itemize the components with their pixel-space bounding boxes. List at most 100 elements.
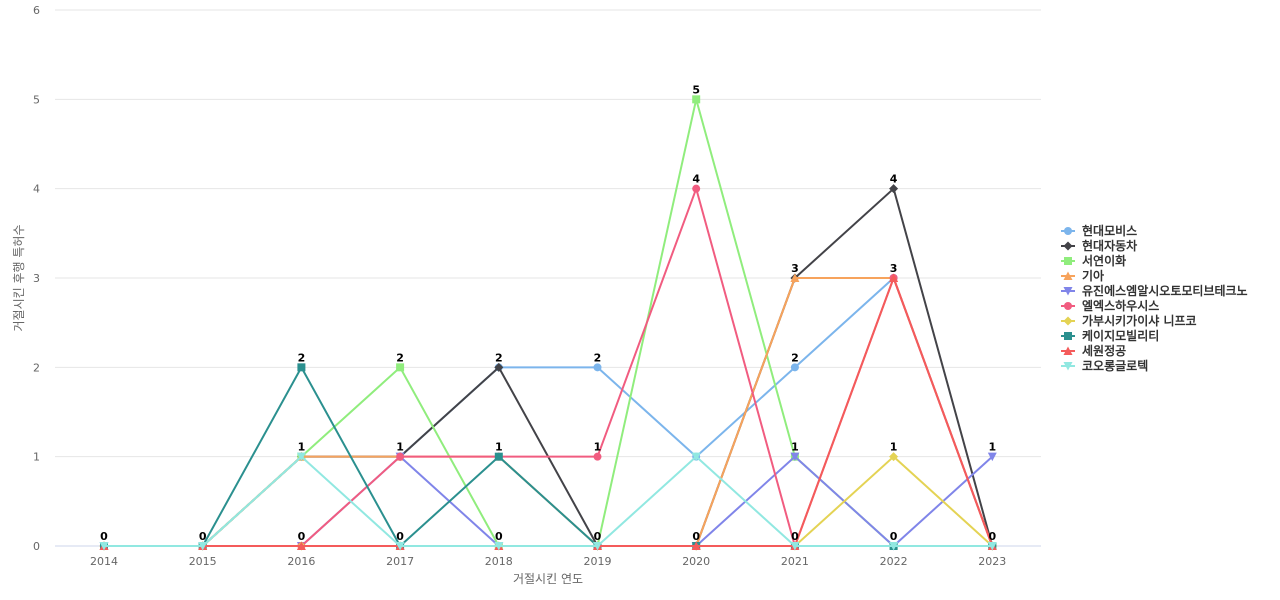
data-label: 4 [692,173,700,186]
x-tick-label: 2015 [189,555,217,568]
legend-label: 세원정공 [1082,343,1126,358]
legend-label: 엘엑스하우시스 [1082,298,1159,313]
data-label: 0 [988,530,996,543]
data-point [99,542,109,551]
data-point [395,542,405,551]
y-tick-label: 0 [33,540,40,553]
legend-marker [1063,241,1073,251]
legend-item[interactable]: 세원정공 [1061,343,1126,358]
data-label: 0 [791,530,799,543]
data-point [889,273,899,282]
data-point [790,542,800,551]
series-4 [99,273,997,550]
data-point [692,95,701,104]
legend-label: 유진에스엠알시오토모티브테크노 [1082,283,1248,298]
data-label: 1 [890,441,898,454]
y-tick-label: 4 [33,183,40,196]
data-point [790,452,800,462]
y-tick-label: 5 [33,93,40,106]
data-point [296,541,306,550]
x-tick-label: 2023 [978,555,1006,568]
data-point [889,184,899,194]
series-line [104,98,993,547]
legend-marker [1064,227,1072,235]
series-10 [99,452,997,551]
x-tick-label: 2022 [880,555,908,568]
data-point [396,452,405,461]
data-point [296,452,306,462]
data-point [198,542,208,551]
data-point [691,452,701,462]
legend-label: 가부시키가이샤 니프코 [1082,313,1197,328]
data-label: 4 [890,173,898,186]
data-label: 1 [791,441,799,454]
data-point [790,363,799,372]
legend-marker [1064,332,1072,340]
data-point [691,541,701,550]
data-label: 1 [298,441,306,454]
legend-item[interactable]: 코오롱글로텍 [1061,358,1148,373]
legend-marker [1063,287,1073,296]
series-line [104,277,994,547]
series-9 [99,273,997,550]
y-tick-label: 6 [33,4,40,17]
series-3 [100,95,997,550]
data-point [692,184,701,193]
data-label: 2 [791,351,799,364]
series-lines [99,95,997,551]
legend-item[interactable]: 케이지모빌리티 [1061,328,1159,343]
y-tick-label: 1 [33,451,40,464]
x-tick-label: 2017 [386,555,414,568]
legend-item[interactable]: 엘엑스하우시스 [1061,298,1159,313]
data-label: 0 [692,530,700,543]
data-label: 2 [594,351,602,364]
legend-marker [1064,302,1072,310]
legend-item[interactable]: 서연이화 [1061,253,1126,268]
y-axis-title: 거절시킨 후행 특허수 [11,225,26,332]
y-tick-label: 3 [33,272,40,285]
x-tick-label: 2014 [90,555,118,568]
legend-item[interactable]: 가부시키가이샤 니프코 [1061,313,1197,328]
legend-marker [1063,346,1073,355]
data-point [494,452,503,461]
legend-label: 코오롱글로텍 [1082,358,1148,373]
data-label: 0 [100,530,108,543]
data-label: 0 [199,530,207,543]
legend-label: 서연이화 [1082,253,1126,268]
data-label: 0 [890,530,898,543]
data-label: 2 [495,351,503,364]
x-tick-label: 2019 [584,555,612,568]
x-tick-label: 2018 [485,555,513,568]
x-tick-label: 2016 [287,555,315,568]
y-axis-ticks: 0 1 2 3 4 5 6 [33,4,40,553]
series-line [104,277,994,547]
legend-item[interactable]: 현대자동차 [1061,238,1137,253]
data-point [790,273,800,282]
data-label: 0 [594,530,602,543]
legend-item[interactable]: 유진에스엠알시오토모티브테크노 [1061,283,1248,298]
data-label: 0 [298,530,306,543]
data-point [494,362,504,372]
y-tick-label: 2 [33,361,40,374]
data-point [987,452,997,462]
x-tick-label: 2020 [682,555,710,568]
legend-marker [1063,316,1073,326]
data-point [889,542,899,551]
series-1 [100,274,997,550]
data-label: 1 [594,441,602,454]
x-tick-label: 2021 [781,555,809,568]
data-label: 0 [396,530,404,543]
legend-label: 현대모비스 [1082,223,1137,238]
data-label: 1 [396,441,404,454]
data-label: 1 [495,441,503,454]
legend-item[interactable]: 현대모비스 [1061,223,1137,238]
data-label: 5 [692,83,700,96]
x-axis-ticks: 2014 2015 2016 2017 2018 2019 2020 2021 2022 2023 [90,555,1006,568]
legend-marker [1064,257,1072,265]
data-point [987,542,997,551]
data-point [396,363,405,372]
legend-item[interactable]: 기아 [1061,268,1104,283]
data-point [593,542,602,551]
data-point [494,542,504,551]
